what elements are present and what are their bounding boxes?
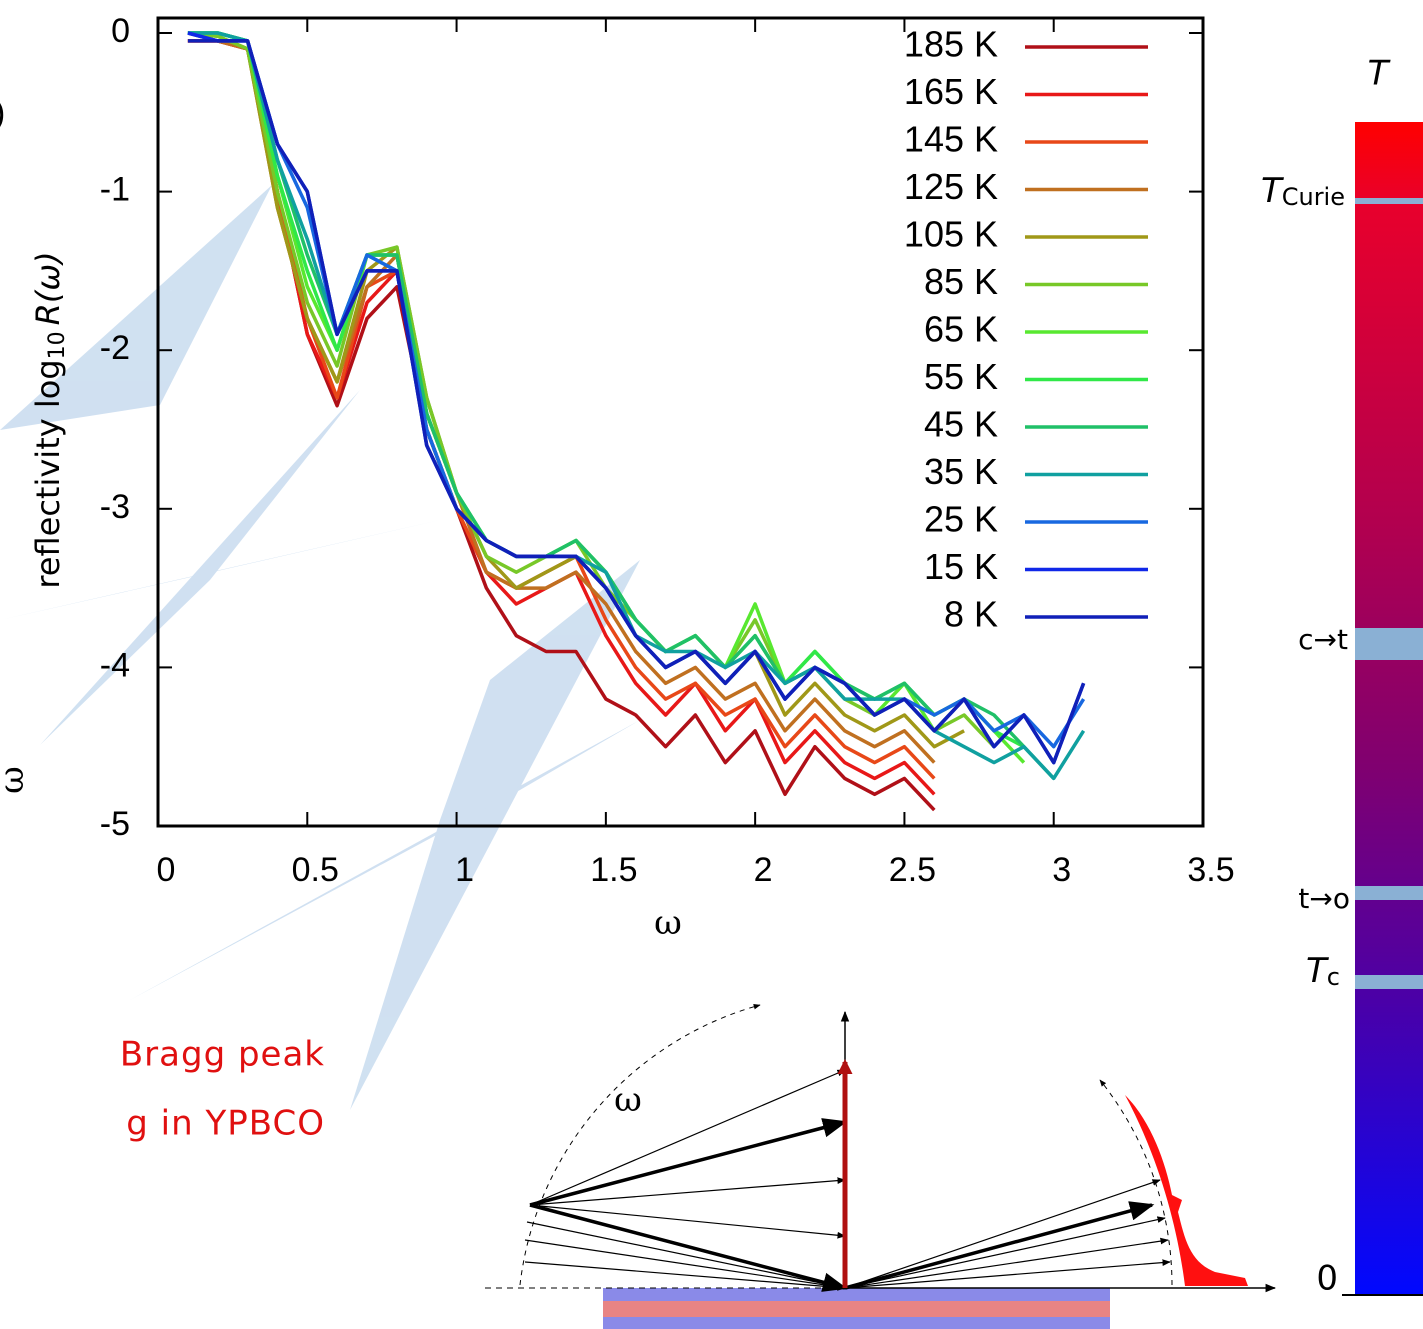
x-tick-label: 3 <box>1052 851 1071 889</box>
series-line <box>187 31 1025 749</box>
x-tick-label: 2.5 <box>889 851 936 889</box>
y-tick-label: -3 <box>100 488 130 526</box>
y-tick-label: -2 <box>100 329 130 367</box>
colorbar-label: TCurie <box>1261 171 1345 212</box>
x-tick-label: 1 <box>455 851 474 889</box>
y-label-sub: 10 <box>45 331 70 359</box>
legend-label: 145 K <box>904 119 998 160</box>
colorbar-label: 0 <box>1316 1259 1338 1299</box>
colorbar-label: t→o <box>1298 882 1350 915</box>
legend-label: 15 K <box>924 546 998 587</box>
diagram: ω <box>485 1003 1277 1329</box>
legend-label: 35 K <box>924 451 998 492</box>
series-line <box>187 39 1086 765</box>
layer <box>603 1301 1110 1317</box>
callout <box>0 520 440 620</box>
label-symbol: T <box>1261 171 1284 211</box>
cropped-text: ) <box>0 94 5 132</box>
arc <box>519 1003 761 1286</box>
callout <box>350 560 640 1110</box>
legend-label: 8 K <box>944 594 998 635</box>
x-tick-label: 1.5 <box>590 851 637 889</box>
colorbar-title: T <box>1368 54 1391 94</box>
colorbar-label: Tc <box>1306 951 1340 992</box>
callout <box>130 720 640 1000</box>
legend-label: 65 K <box>924 309 998 350</box>
callouts <box>0 185 640 1110</box>
legend-label: 165 K <box>904 71 998 112</box>
lines <box>187 31 1086 812</box>
y-tick-label: -4 <box>100 646 130 684</box>
layer <box>603 1288 1110 1301</box>
arc <box>1099 1079 1173 1286</box>
y-tick-label: -5 <box>100 805 130 843</box>
peak-profile <box>1125 1095 1248 1286</box>
y-label-tail: R(ω) <box>29 251 67 325</box>
x-tick-label: 0.5 <box>292 851 339 889</box>
plot: 0 0.5 1 1.5 2 2.5 3 3.5 -5 -4 -3 -2 -1 0 185 K 165 K 145… <box>100 12 1235 889</box>
label-symbol: T <box>1306 951 1329 991</box>
legend-label: 105 K <box>904 214 998 255</box>
legend-label: 85 K <box>924 261 998 302</box>
y-axis-label: reflectivity log10 R(ω) <box>29 251 70 588</box>
x-axis-label: ω <box>654 903 682 943</box>
colorbar-bands <box>1355 198 1423 989</box>
band <box>1355 975 1423 989</box>
label-sub: Curie <box>1282 183 1345 211</box>
legend-label: 55 K <box>924 356 998 397</box>
y-tick-label: -1 <box>100 171 130 209</box>
diagram-label: ω <box>614 1080 642 1120</box>
annotation: Bragg peak <box>120 1035 325 1075</box>
callout <box>0 185 272 430</box>
layer <box>603 1317 1110 1329</box>
colorbar <box>1355 122 1423 1295</box>
y-tick-label: 0 <box>111 12 130 50</box>
callout <box>40 390 360 745</box>
band <box>1355 886 1423 900</box>
series-line <box>187 31 1026 764</box>
y-label-text: reflectivity log <box>29 359 67 588</box>
legend-label: 25 K <box>924 499 998 540</box>
legend-label: 125 K <box>904 166 998 207</box>
legend-label: 45 K <box>924 404 998 445</box>
label-sub: c <box>1327 963 1340 991</box>
band <box>1355 198 1423 204</box>
x-tick-label: 0 <box>157 851 176 889</box>
band <box>1355 628 1423 660</box>
x-tick-label: 3.5 <box>1187 851 1234 889</box>
annotation: g in YPBCO <box>126 1104 325 1144</box>
cropped-text: ω <box>0 766 32 794</box>
legend-label: 185 K <box>904 24 998 65</box>
x-tick-label: 2 <box>754 851 773 889</box>
colorbar-label: c→t <box>1298 623 1348 656</box>
plot-frame <box>156 16 1205 828</box>
